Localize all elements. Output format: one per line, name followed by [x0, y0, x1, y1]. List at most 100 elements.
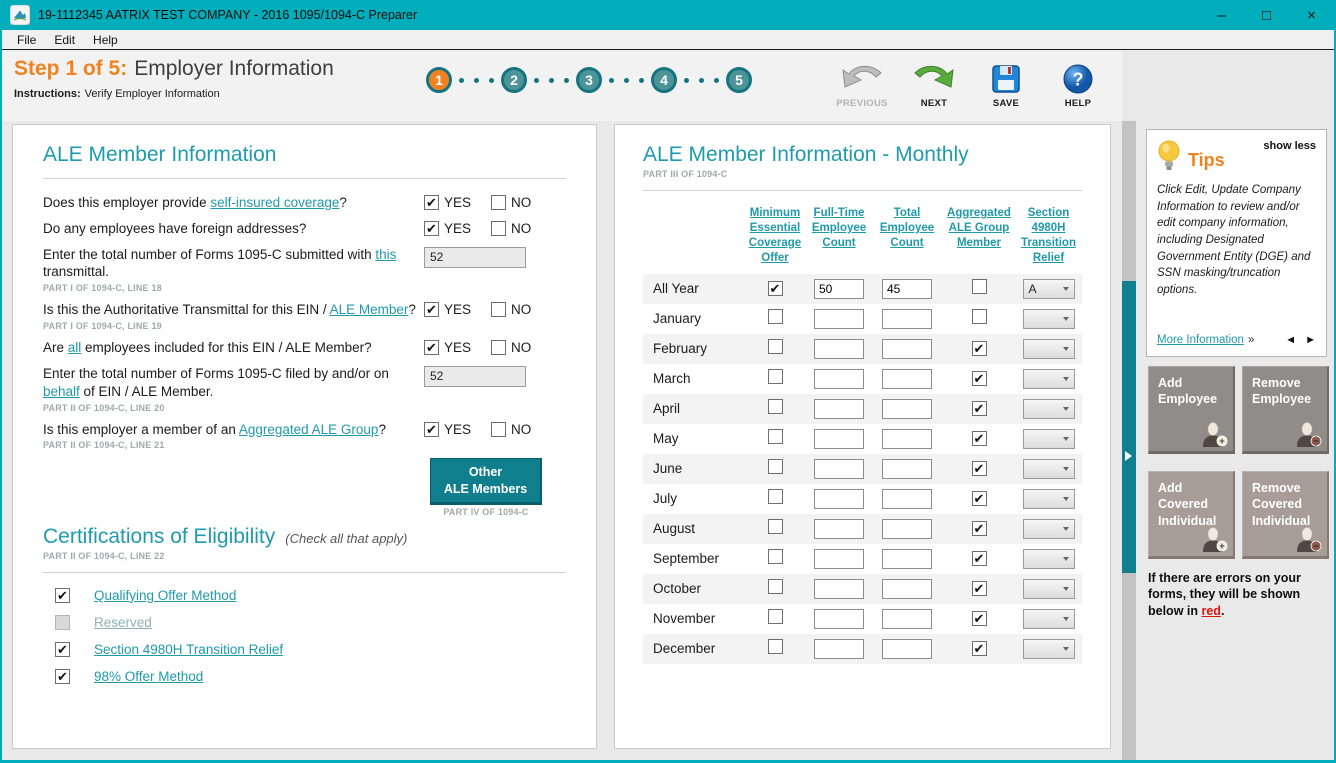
yes-checkbox[interactable]: ✔: [424, 220, 439, 236]
mec-checkbox[interactable]: [767, 488, 783, 504]
full-time-count-input[interactable]: [814, 608, 864, 629]
no-checkbox[interactable]: [491, 220, 507, 236]
relief-dropdown[interactable]: [1022, 608, 1075, 629]
save-button[interactable]: SAVE: [978, 57, 1034, 109]
relief-dropdown[interactable]: A: [1022, 278, 1075, 299]
aggregated-checkbox[interactable]: ✔: [971, 520, 987, 536]
relief-dropdown[interactable]: [1022, 398, 1075, 419]
relief-dropdown[interactable]: [1022, 458, 1075, 479]
full-time-count-input[interactable]: [814, 578, 864, 599]
total-count-input[interactable]: [882, 428, 932, 449]
mec-checkbox[interactable]: [767, 458, 783, 474]
aggregated-checkbox[interactable]: ✔: [971, 610, 987, 626]
column-header-link[interactable]: Full-Time Employee Count: [811, 207, 867, 249]
next-button[interactable]: NEXT: [906, 57, 962, 109]
maximize-button[interactable]: □: [1261, 6, 1272, 24]
relief-dropdown[interactable]: [1022, 548, 1075, 569]
mec-checkbox[interactable]: [767, 338, 783, 354]
help-button[interactable]: ? HELP: [1050, 57, 1106, 109]
wizard-step-4[interactable]: 4: [651, 67, 677, 93]
inline-link[interactable]: this: [375, 246, 397, 262]
menu-edit[interactable]: Edit: [54, 32, 76, 47]
aggregated-checkbox[interactable]: ✔: [971, 640, 987, 656]
total-count-input[interactable]: [882, 578, 932, 599]
mec-checkbox[interactable]: [767, 638, 783, 654]
inline-link[interactable]: Aggregated ALE Group: [238, 421, 379, 437]
wizard-step-2[interactable]: 2: [501, 67, 527, 93]
certification-checkbox[interactable]: [55, 614, 70, 630]
tips-prev-icon[interactable]: ◄: [1285, 334, 1297, 346]
full-time-count-input[interactable]: [814, 458, 864, 479]
error-red-link[interactable]: red: [1201, 603, 1221, 618]
remove-covered-individual-button[interactable]: Remove Covered Individual −: [1242, 471, 1329, 559]
aggregated-checkbox[interactable]: ✔: [971, 580, 987, 596]
wizard-step-3[interactable]: 3: [576, 67, 602, 93]
mec-checkbox[interactable]: ✔: [767, 280, 783, 296]
relief-dropdown[interactable]: [1022, 488, 1075, 509]
relief-dropdown[interactable]: [1022, 308, 1075, 329]
total-count-input[interactable]: [882, 278, 932, 299]
full-time-count-input[interactable]: [814, 338, 864, 359]
column-header-link[interactable]: Aggregated ALE Group Member: [947, 207, 1011, 249]
full-time-count-input[interactable]: [814, 368, 864, 389]
inline-link[interactable]: all: [67, 340, 82, 356]
full-time-count-input[interactable]: [814, 278, 864, 299]
total-count-input[interactable]: [882, 548, 932, 569]
aggregated-checkbox[interactable]: [971, 308, 987, 324]
aggregated-checkbox[interactable]: ✔: [971, 460, 987, 476]
show-less-toggle[interactable]: show less: [1263, 140, 1316, 152]
mec-checkbox[interactable]: [767, 368, 783, 384]
column-header-link[interactable]: Minimum Essential Coverage Offer: [748, 207, 802, 264]
aggregated-checkbox[interactable]: ✔: [971, 400, 987, 416]
relief-dropdown[interactable]: [1022, 368, 1075, 389]
inline-link[interactable]: self-insured coverage: [210, 195, 340, 210]
aggregated-checkbox[interactable]: ✔: [971, 430, 987, 446]
full-time-count-input[interactable]: [814, 428, 864, 449]
count-input[interactable]: [424, 246, 526, 268]
inline-link[interactable]: ALE Member: [329, 302, 409, 318]
total-count-input[interactable]: [882, 338, 932, 359]
relief-dropdown[interactable]: [1022, 428, 1075, 449]
sidebar-splitter[interactable]: [1122, 121, 1136, 760]
total-count-input[interactable]: [882, 308, 932, 329]
menu-file[interactable]: File: [17, 32, 37, 47]
total-count-input[interactable]: [882, 518, 932, 539]
total-count-input[interactable]: [882, 368, 932, 389]
column-header-link[interactable]: Total Employee Count: [879, 207, 935, 249]
no-checkbox[interactable]: [491, 340, 507, 356]
no-checkbox[interactable]: [491, 302, 507, 318]
aggregated-checkbox[interactable]: [971, 278, 987, 294]
certification-link[interactable]: Reserved: [94, 614, 152, 630]
mec-checkbox[interactable]: [767, 608, 783, 624]
aggregated-checkbox[interactable]: ✔: [971, 550, 987, 566]
aggregated-checkbox[interactable]: ✔: [971, 370, 987, 386]
mec-checkbox[interactable]: [767, 428, 783, 444]
relief-dropdown[interactable]: [1022, 578, 1075, 599]
yes-checkbox[interactable]: ✔: [424, 302, 439, 318]
menu-help[interactable]: Help: [93, 32, 118, 47]
certification-checkbox[interactable]: ✔: [55, 587, 70, 603]
collapse-arrow-icon[interactable]: [1125, 451, 1132, 461]
wizard-step-5[interactable]: 5: [726, 67, 752, 93]
full-time-count-input[interactable]: [814, 488, 864, 509]
minimize-button[interactable]: –: [1217, 6, 1226, 24]
mec-checkbox[interactable]: [767, 548, 783, 564]
total-count-input[interactable]: [882, 608, 932, 629]
wizard-step-1[interactable]: 1: [426, 67, 452, 93]
certification-link[interactable]: 98% Offer Method: [94, 668, 204, 684]
relief-dropdown[interactable]: [1022, 338, 1075, 359]
aggregated-checkbox[interactable]: ✔: [971, 340, 987, 356]
no-checkbox[interactable]: [491, 421, 507, 437]
add-employee-button[interactable]: Add Employee +: [1148, 366, 1235, 454]
close-button[interactable]: ×: [1307, 6, 1316, 24]
certification-checkbox[interactable]: ✔: [55, 668, 70, 684]
add-covered-individual-button[interactable]: Add Covered Individual +: [1148, 471, 1235, 559]
no-checkbox[interactable]: [491, 195, 507, 210]
count-input[interactable]: [424, 365, 526, 387]
relief-dropdown[interactable]: [1022, 638, 1075, 659]
full-time-count-input[interactable]: [814, 398, 864, 419]
full-time-count-input[interactable]: [814, 308, 864, 329]
mec-checkbox[interactable]: [767, 398, 783, 414]
full-time-count-input[interactable]: [814, 518, 864, 539]
yes-checkbox[interactable]: ✔: [424, 421, 439, 437]
